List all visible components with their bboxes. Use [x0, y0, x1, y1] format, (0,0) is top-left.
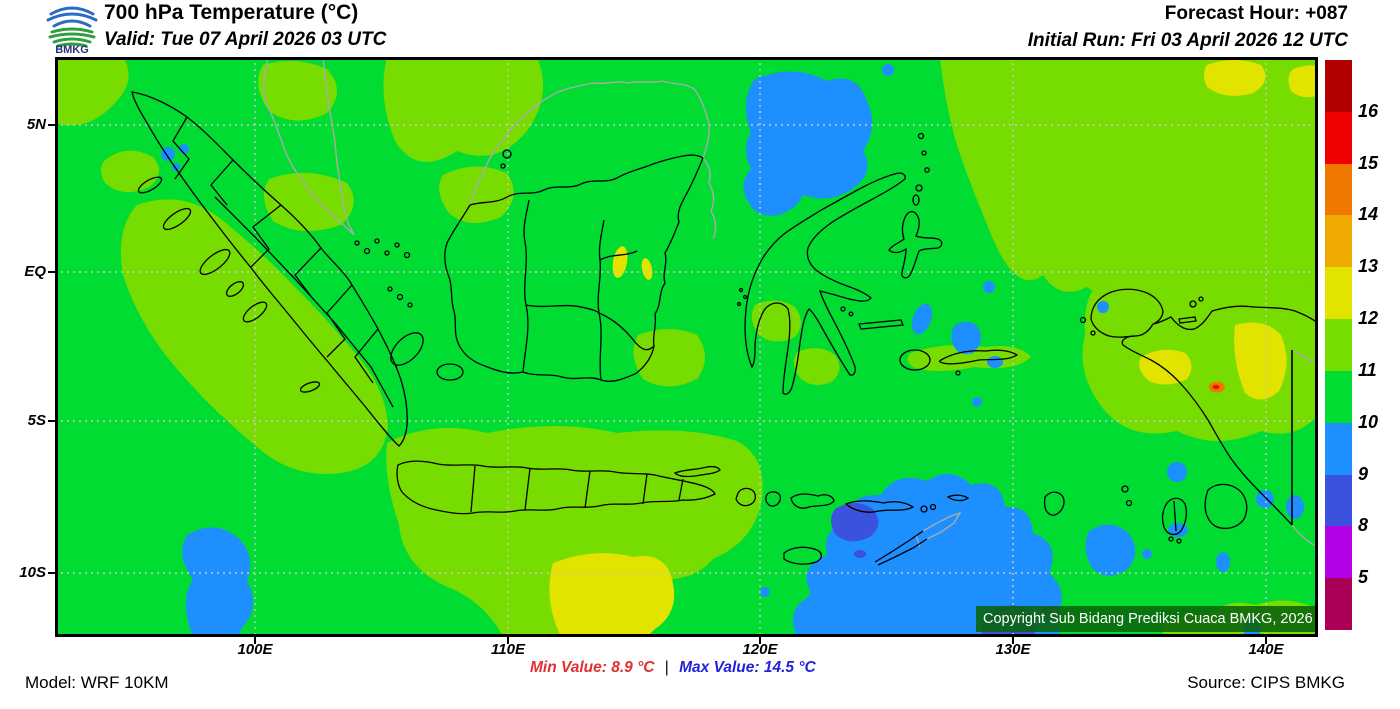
logo-text: BMKG	[55, 44, 89, 54]
lat-label: 10S	[19, 564, 46, 581]
page-title: 700 hPa Temperature (°C)	[104, 1, 359, 24]
min-value: Min Value: 8.9 °C	[530, 659, 655, 676]
colorbar-segment	[1325, 319, 1352, 371]
colorbar-label: 10	[1358, 411, 1379, 432]
colorbar-labels: 16 15 14 13 12 11 10 9 8 5	[1358, 60, 1398, 630]
lon-tick	[759, 637, 761, 644]
logo-waves-icon	[48, 27, 96, 48]
colorbar-label: 15	[1358, 152, 1379, 173]
lat-tick	[48, 271, 55, 273]
colorbar-segment	[1325, 526, 1352, 579]
colorbar-label: 14	[1358, 204, 1379, 225]
colorbar-segment	[1325, 215, 1352, 268]
lat-label: EQ	[24, 263, 46, 280]
minmax-separator: |	[664, 659, 669, 676]
colorbar-segment	[1325, 163, 1352, 216]
max-value: Max Value: 14.5 °C	[679, 659, 816, 676]
map-frame	[55, 57, 1318, 637]
lat-tick	[48, 420, 55, 422]
colorbar-segment	[1325, 474, 1352, 527]
temp-field-yellow-green	[55, 57, 1318, 637]
lat-tick	[48, 124, 55, 126]
colorbar-segment	[1325, 370, 1352, 423]
temp-field-yellow	[549, 60, 1318, 637]
colorbar-segment	[1325, 422, 1352, 475]
colorbar-segment	[1325, 111, 1352, 164]
colorbar-label: 13	[1358, 256, 1379, 277]
lon-tick	[1012, 637, 1014, 644]
valid-time: Valid: Tue 07 April 2026 03 UTC	[104, 29, 387, 50]
lon-tick	[1265, 637, 1267, 644]
bmkg-logo: BMKG	[46, 6, 98, 54]
colorbar-segment	[1325, 267, 1352, 320]
coastlines	[131, 91, 1318, 566]
weather-map	[55, 57, 1318, 637]
copyright-banner: Copyright Sub Bidang Prediksi Cuaca BMKG…	[976, 606, 1315, 632]
lon-tick	[254, 637, 256, 644]
model-label: Model: WRF 10KM	[25, 673, 169, 692]
colorbar-segment	[1325, 578, 1352, 630]
lat-label: 5S	[27, 412, 46, 429]
lon-label: 100E	[237, 641, 273, 658]
graticule-gridlines	[55, 57, 1318, 637]
lon-tick	[507, 637, 509, 644]
lat-tick	[48, 572, 55, 574]
lon-label: 110E	[491, 641, 525, 658]
initial-run: Initial Run: Fri 03 April 2026 12 UTC	[1027, 30, 1348, 51]
logo-cloud-icon	[46, 6, 98, 28]
lon-label: 120E	[742, 641, 778, 658]
lon-label: 140E	[1248, 641, 1284, 658]
colorbar-segment	[1325, 60, 1352, 112]
minmax-values: Min Value: 8.9 °C | Max Value: 14.5 °C	[530, 659, 816, 677]
colorbar-label: 16	[1358, 100, 1379, 121]
colorbar-label: 9	[1358, 463, 1369, 484]
forecast-hour: Forecast Hour: +087	[1164, 3, 1348, 24]
temp-hot-spot	[1209, 381, 1225, 393]
colorbar-label: 11	[1358, 359, 1377, 380]
colorbar-label: 8	[1358, 515, 1369, 536]
lon-label: 130E	[995, 641, 1031, 658]
source-label: Source: CIPS BMKG	[1187, 673, 1345, 692]
colorbar	[1325, 60, 1352, 630]
colorbar-label: 5	[1358, 567, 1369, 588]
map-area: Copyright Sub Bidang Prediksi Cuaca BMKG…	[55, 57, 1318, 637]
colorbar-label: 12	[1358, 308, 1379, 329]
lat-label: 5N	[26, 116, 46, 133]
